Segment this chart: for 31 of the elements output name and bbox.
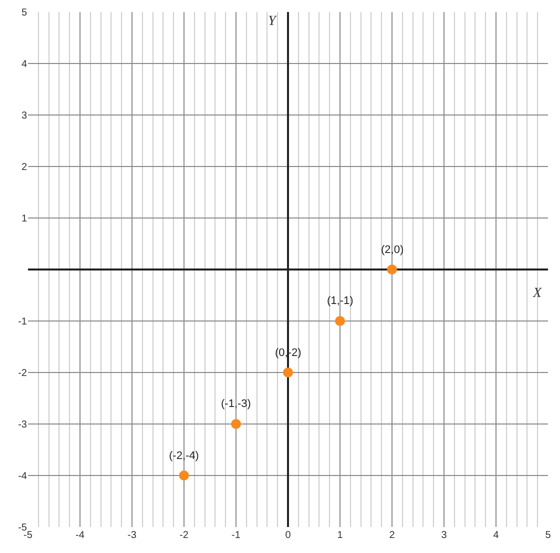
x-tick-label: 3 [441, 530, 448, 541]
y-tick-label: -3 [18, 420, 28, 430]
point [179, 470, 189, 480]
x-tick-label: -4 [76, 530, 85, 541]
x-axis-title: X [532, 286, 542, 301]
annotation: (-1,-3) [221, 398, 251, 410]
y-tick-label: 3 [21, 110, 28, 122]
annotation: (1,-1) [327, 295, 354, 307]
y-tick-label: -4 [18, 471, 28, 482]
point [231, 419, 241, 429]
y-tick-label: -5 [18, 522, 28, 534]
x-tick-label: 5 [545, 530, 552, 541]
y-tick-label: 4 [21, 59, 28, 70]
y-tick-label: 5 [21, 8, 28, 18]
point [283, 368, 293, 378]
x-tick-label: 0 [285, 530, 292, 541]
x-tick-label: 4 [493, 530, 500, 541]
y-tick-label: -1 [18, 316, 28, 328]
x-tick-label: -1 [232, 530, 241, 541]
point [335, 316, 345, 326]
annotation: (2,0) [381, 244, 404, 256]
y-tick-label: -2 [18, 368, 28, 379]
x-tick-label: 1 [337, 530, 344, 541]
y-axis-title: Y [268, 14, 278, 29]
annotation: (-2,-4) [169, 450, 199, 462]
point [387, 264, 397, 274]
y-tick-label: 1 [21, 214, 28, 224]
x-tick-label: 2 [389, 530, 396, 541]
y-tick-label: 2 [21, 162, 28, 173]
x-tick-label: -3 [128, 530, 137, 541]
x-tick-label: -2 [180, 530, 189, 541]
